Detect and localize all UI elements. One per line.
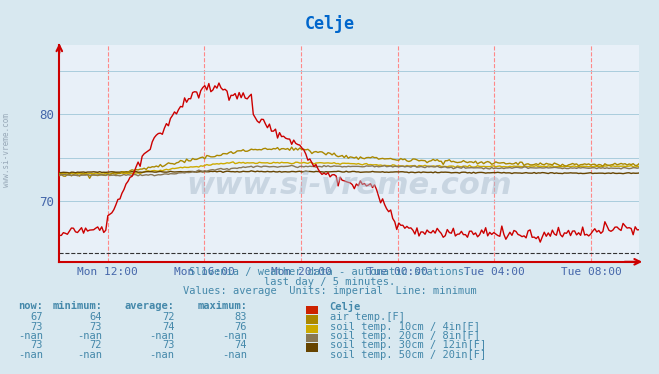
Text: 76: 76 [235,322,247,332]
Text: soil temp. 50cm / 20in[F]: soil temp. 50cm / 20in[F] [330,350,486,360]
Text: 64: 64 [90,312,102,322]
Text: 73: 73 [30,322,43,332]
Text: 83: 83 [235,312,247,322]
Text: -nan: -nan [222,350,247,360]
Text: -nan: -nan [150,331,175,341]
Text: -nan: -nan [77,350,102,360]
Text: -nan: -nan [150,350,175,360]
Text: Values: average  Units: imperial  Line: minimum: Values: average Units: imperial Line: mi… [183,286,476,296]
Text: 72: 72 [90,340,102,350]
Text: 67: 67 [30,312,43,322]
Text: www.si-vreme.com: www.si-vreme.com [186,171,512,200]
Text: last day / 5 minutes.: last day / 5 minutes. [264,277,395,287]
Text: minimum:: minimum: [52,301,102,311]
Text: average:: average: [125,301,175,311]
Text: 74: 74 [235,340,247,350]
Text: Slovenia / weather data - automatic stations.: Slovenia / weather data - automatic stat… [189,267,470,278]
Text: now:: now: [18,301,43,311]
Text: 74: 74 [162,322,175,332]
Text: -nan: -nan [18,350,43,360]
Text: air temp.[F]: air temp.[F] [330,312,405,322]
Text: 73: 73 [90,322,102,332]
Text: 72: 72 [162,312,175,322]
Text: -nan: -nan [77,331,102,341]
Text: soil temp. 20cm / 8in[F]: soil temp. 20cm / 8in[F] [330,331,480,341]
Text: Celje: Celje [330,301,360,312]
Text: -nan: -nan [222,331,247,341]
Text: Celje: Celje [304,15,355,33]
Text: 73: 73 [162,340,175,350]
Text: 73: 73 [30,340,43,350]
Text: soil temp. 30cm / 12in[F]: soil temp. 30cm / 12in[F] [330,340,486,350]
Text: soil temp. 10cm / 4in[F]: soil temp. 10cm / 4in[F] [330,322,480,332]
Text: -nan: -nan [18,331,43,341]
Text: maximum:: maximum: [197,301,247,311]
Text: www.si-vreme.com: www.si-vreme.com [2,113,11,187]
